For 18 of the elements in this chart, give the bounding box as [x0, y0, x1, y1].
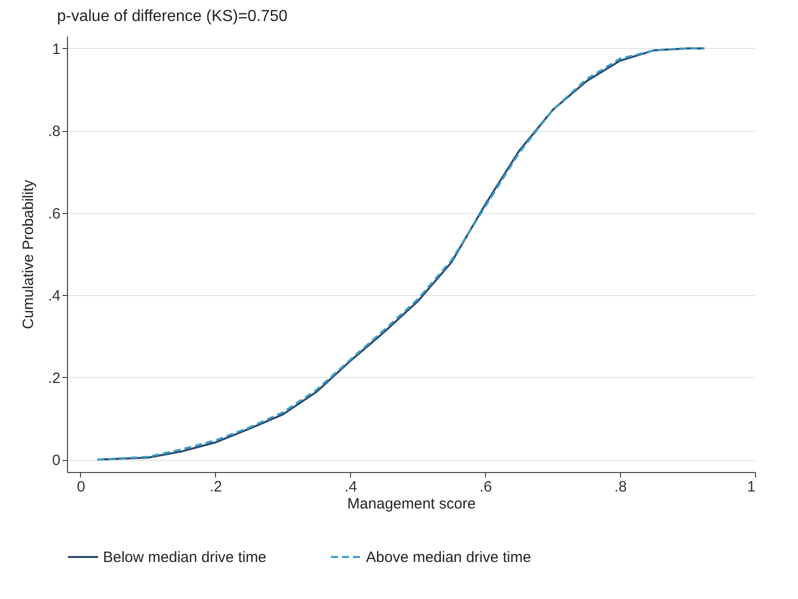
y-tick-label: 1: [52, 40, 60, 58]
x-tick-label: .4: [344, 478, 358, 496]
y-tick-label: 0: [52, 452, 60, 470]
y-tick-label: .4: [48, 288, 60, 305]
legend-label: Above median drive time: [366, 549, 532, 566]
x-tick-label: 0: [76, 478, 86, 496]
x-axis-title: Management score: [347, 496, 476, 512]
y-tick-label: .6: [48, 205, 60, 222]
y-axis-title: Cumulative Probability: [20, 179, 37, 330]
x-tick-label: 1: [747, 478, 756, 496]
legend-label: Below median drive time: [103, 549, 266, 566]
x-tick-label: .8: [614, 478, 627, 496]
x-tick-label: .2: [210, 478, 222, 496]
y-tick-label: .2: [48, 370, 60, 387]
chart-title: p-value of difference (KS)=0.750: [57, 8, 288, 25]
y-tick-label: .8: [48, 123, 60, 140]
line-series: [96, 47, 706, 461]
x-tick-label: .6: [479, 478, 492, 496]
